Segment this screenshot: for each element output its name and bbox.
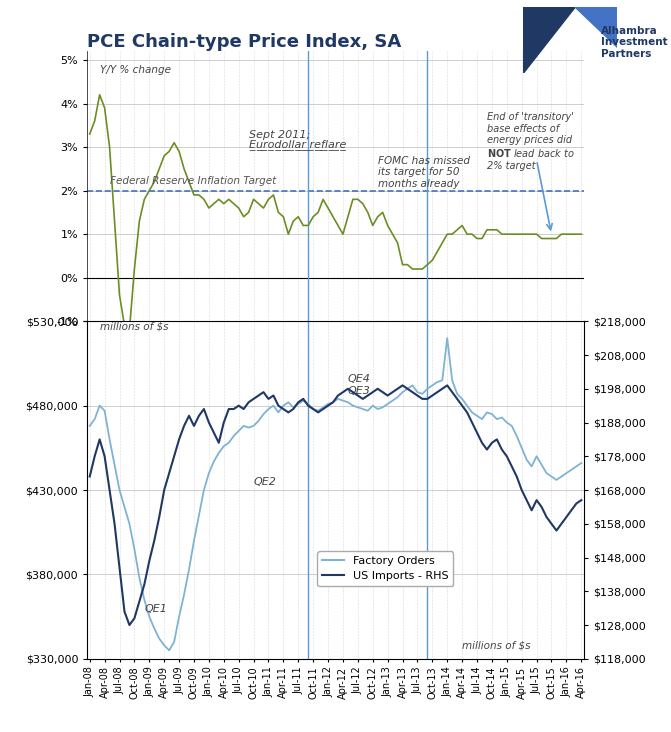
Text: Y/Y % change: Y/Y % change [99,65,170,75]
Text: Federal Reserve Inflation Target: Federal Reserve Inflation Target [109,176,276,186]
Text: Alhambra
Investment
Partners: Alhambra Investment Partners [601,26,667,59]
Text: QE1: QE1 [144,604,167,613]
Text: Sept 2011;: Sept 2011; [248,130,310,141]
Text: millions of $s: millions of $s [99,321,168,332]
Text: millions of $s: millions of $s [462,640,531,651]
Text: End of 'transitory'
base effects of
energy prices did
$\mathbf{NOT}$ lead back t: End of 'transitory' base effects of ener… [487,112,575,171]
Text: QE2: QE2 [254,477,276,487]
Text: QE3: QE3 [348,386,371,396]
Text: QE4: QE4 [348,374,371,384]
Polygon shape [575,7,617,47]
Text: FOMC has missed
its target for 50
months already: FOMC has missed its target for 50 months… [378,156,470,189]
Legend: Factory Orders, US Imports - RHS: Factory Orders, US Imports - RHS [317,551,453,586]
Polygon shape [523,7,575,73]
Text: E̲u̲r̲o̲d̲o̲l̲l̲a̲r̲ ̲r̲e̲f̲l̲a̲r̲e̲: E̲u̲r̲o̲d̲o̲l̲l̲a̲r̲ ̲r̲e̲f̲l̲a̲r̲e̲ [248,139,346,150]
Text: PCE Chain-type Price Index, SA: PCE Chain-type Price Index, SA [87,33,401,51]
